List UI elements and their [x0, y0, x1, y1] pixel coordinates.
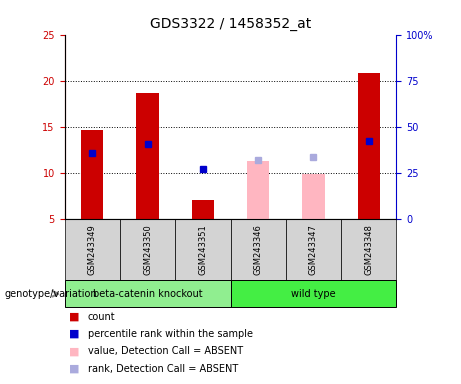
- Text: rank, Detection Call = ABSENT: rank, Detection Call = ABSENT: [88, 364, 238, 374]
- Text: GSM243351: GSM243351: [198, 224, 207, 275]
- Text: beta-catenin knockout: beta-catenin knockout: [93, 289, 202, 299]
- Bar: [120, 219, 175, 280]
- Text: genotype/variation: genotype/variation: [5, 289, 97, 299]
- Text: percentile rank within the sample: percentile rank within the sample: [88, 329, 253, 339]
- Text: wild type: wild type: [291, 289, 336, 299]
- Bar: [230, 219, 286, 280]
- Bar: [65, 219, 120, 280]
- Bar: [175, 219, 230, 280]
- Text: value, Detection Call = ABSENT: value, Detection Call = ABSENT: [88, 346, 242, 356]
- Bar: [247, 161, 269, 219]
- Text: count: count: [88, 312, 115, 322]
- Bar: [192, 200, 214, 219]
- Bar: [358, 73, 380, 219]
- Text: GSM243347: GSM243347: [309, 224, 318, 275]
- Text: GSM243346: GSM243346: [254, 224, 263, 275]
- Bar: [341, 219, 396, 280]
- Bar: [286, 219, 341, 280]
- Bar: [230, 280, 396, 307]
- Text: GSM243350: GSM243350: [143, 224, 152, 275]
- Text: ■: ■: [69, 329, 80, 339]
- Bar: [81, 131, 103, 219]
- Text: ■: ■: [69, 364, 80, 374]
- Text: GDS3322 / 1458352_at: GDS3322 / 1458352_at: [150, 17, 311, 31]
- Bar: [302, 174, 325, 219]
- Text: GSM243349: GSM243349: [88, 224, 97, 275]
- Text: ■: ■: [69, 312, 80, 322]
- Text: GSM243348: GSM243348: [364, 224, 373, 275]
- Text: ■: ■: [69, 346, 80, 356]
- Bar: [136, 93, 159, 219]
- Bar: [65, 280, 230, 307]
